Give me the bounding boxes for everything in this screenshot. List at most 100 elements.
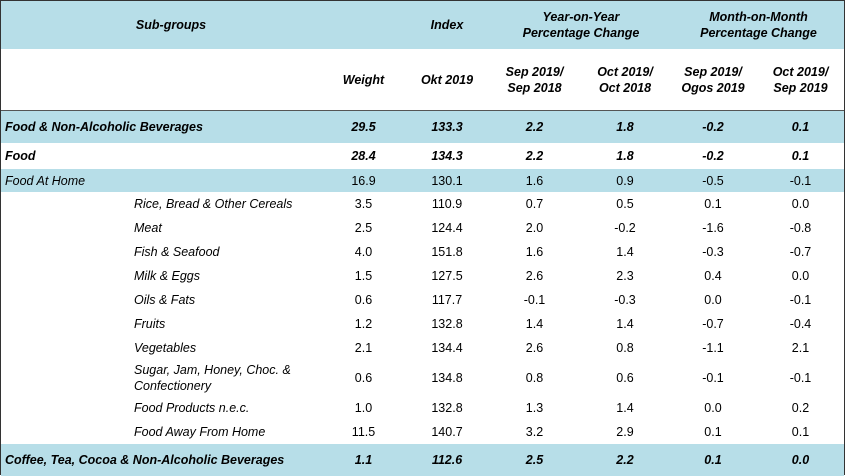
value-cell: 2.2 <box>616 453 634 467</box>
row-label-cell: Food Away From Home <box>1 420 321 444</box>
row-subgroup: Food At Home 16.9 130.1 1.6 0.9 -0.5 -0.1 <box>1 169 844 192</box>
value-cell: 0.0 <box>704 293 722 307</box>
row-label: Meat <box>134 221 162 235</box>
column-header: Okt 2019 <box>420 73 474 87</box>
column-headers: Weight Okt 2019 Sep 2019/ Sep 2018 Oct 2019… <box>1 49 844 111</box>
value-cell: 2.1 <box>791 341 810 355</box>
value-cell: -0.7 <box>702 317 724 331</box>
row-label: Food At Home <box>5 173 86 188</box>
value-cell: 127.5 <box>431 269 463 283</box>
value-cell: 1.1 <box>354 453 373 467</box>
value-cell: 2.2 <box>525 149 544 163</box>
row-label-cell: Food At Home <box>1 169 321 192</box>
value-cell: 134.4 <box>431 341 463 355</box>
value-cell: 1.5 <box>354 269 373 283</box>
row-category: Coffee, Tea, Cocoa & Non-Alcoholic Bever… <box>1 444 844 476</box>
row-group: Food 28.4 134.3 2.2 1.8 -0.2 0.1 <box>1 143 844 169</box>
value-cell: -0.1 <box>789 293 812 307</box>
row-label: Food <box>5 149 36 163</box>
value-cell: 0.1 <box>791 425 810 439</box>
row-item: Oils & Fats 0.6 117.7 -0.1 -0.3 0.0 -0.1 <box>1 288 844 312</box>
value-cell: 3.5 <box>354 197 373 211</box>
value-cell: 1.6 <box>525 245 544 259</box>
value-cell: 11.5 <box>351 425 376 439</box>
value-cell: 0.4 <box>704 269 722 283</box>
row-item: Milk & Eggs 1.5 127.5 2.6 2.3 0.4 0.0 <box>1 264 844 288</box>
value-cell: 132.8 <box>431 401 463 415</box>
value-cell: 2.5 <box>354 221 373 235</box>
row-label: Food & Non-Alcoholic Beverages <box>5 120 203 134</box>
value-cell: 0.8 <box>525 371 544 385</box>
value-cell: -0.3 <box>614 293 636 307</box>
value-cell: 1.8 <box>616 149 634 163</box>
value-cell: 134.3 <box>431 149 463 163</box>
value-cell: 112.6 <box>431 453 463 467</box>
column-header: Oct 2019/ Sep 2019 <box>772 65 829 95</box>
value-cell: 1.6 <box>525 173 544 188</box>
value-cell: 1.3 <box>525 401 544 415</box>
value-cell: -0.2 <box>614 221 636 235</box>
row-label-cell: Vegetables <box>1 336 321 360</box>
row-item: Rice, Bread & Other Cereals 3.5 110.9 0.7 0.… <box>1 192 844 216</box>
value-cell: -0.5 <box>702 173 724 188</box>
value-cell: 0.0 <box>704 401 722 415</box>
value-cell: 110.9 <box>431 197 463 211</box>
value-cell: 2.6 <box>525 341 544 355</box>
value-cell: 0.1 <box>704 425 722 439</box>
value-cell: 0.9 <box>616 173 634 188</box>
value-cell: -0.7 <box>789 245 812 259</box>
value-cell: 1.0 <box>354 401 373 415</box>
value-cell: 2.5 <box>525 453 544 467</box>
value-cell: -0.2 <box>702 120 724 134</box>
value-cell: 0.8 <box>616 341 634 355</box>
header-mom: Month-on-Month Percentage Change <box>700 10 817 40</box>
value-cell: 0.2 <box>791 401 810 415</box>
row-label-cell: Rice, Bread & Other Cereals <box>1 192 321 216</box>
row-item: Meat 2.5 124.4 2.0 -0.2 -1.6 -0.8 <box>1 216 844 240</box>
row-label: Milk & Eggs <box>134 269 200 283</box>
row-category: Food & Non-Alcoholic Beverages 29.5 133.3 2… <box>1 111 844 143</box>
row-label: Sugar, Jam, Honey, Choc. & Confectionery <box>134 363 291 393</box>
column-header: Weight <box>342 73 385 87</box>
value-cell: 117.7 <box>431 293 463 307</box>
row-item: Fruits 1.2 132.8 1.4 1.4 -0.7 -0.4 <box>1 312 844 336</box>
value-cell: 2.9 <box>616 425 634 439</box>
value-cell: 29.5 <box>351 120 376 134</box>
value-cell: 151.8 <box>431 245 463 259</box>
value-cell: 2.1 <box>354 341 373 355</box>
value-cell: 1.4 <box>616 401 634 415</box>
row-label: Fish & Seafood <box>134 245 220 259</box>
row-label: Fruits <box>134 317 166 331</box>
value-cell: 140.7 <box>431 425 463 439</box>
value-cell: 130.1 <box>431 173 463 188</box>
value-cell: 0.1 <box>704 453 722 467</box>
value-cell: 1.4 <box>616 245 634 259</box>
value-cell: -1.1 <box>702 341 724 355</box>
value-cell: 132.8 <box>431 317 463 331</box>
value-cell: 0.1 <box>791 149 810 163</box>
value-cell: -0.1 <box>789 371 812 385</box>
row-label-cell: Food & Non-Alcoholic Beverages <box>1 111 321 143</box>
value-cell: 0.5 <box>616 197 634 211</box>
value-cell: 0.1 <box>704 197 722 211</box>
header-sub-groups: Sub-groups <box>135 18 207 32</box>
value-cell: -1.6 <box>702 221 724 235</box>
value-cell: 0.7 <box>525 197 544 211</box>
header-yoy: Year-on-Year Percentage Change <box>522 10 640 40</box>
value-cell: 2.6 <box>525 269 544 283</box>
column-header: Sep 2019/ Ogos 2019 <box>681 65 745 95</box>
row-label-cell: Oils & Fats <box>1 288 321 312</box>
value-cell: 28.4 <box>351 149 376 163</box>
row-label-cell: Food <box>1 143 321 169</box>
value-cell: -0.1 <box>702 371 724 385</box>
row-label-cell: Sugar, Jam, Honey, Choc. & Confectionery <box>1 360 321 396</box>
row-label: Rice, Bread & Other Cereals <box>134 197 293 211</box>
value-cell: -0.2 <box>702 149 724 163</box>
value-cell: 133.3 <box>431 120 463 134</box>
value-cell: -0.3 <box>702 245 724 259</box>
value-cell: 1.2 <box>354 317 373 331</box>
value-cell: 3.2 <box>525 425 544 439</box>
row-label: Food Products n.e.c. <box>134 401 250 415</box>
value-cell: 1.4 <box>616 317 634 331</box>
